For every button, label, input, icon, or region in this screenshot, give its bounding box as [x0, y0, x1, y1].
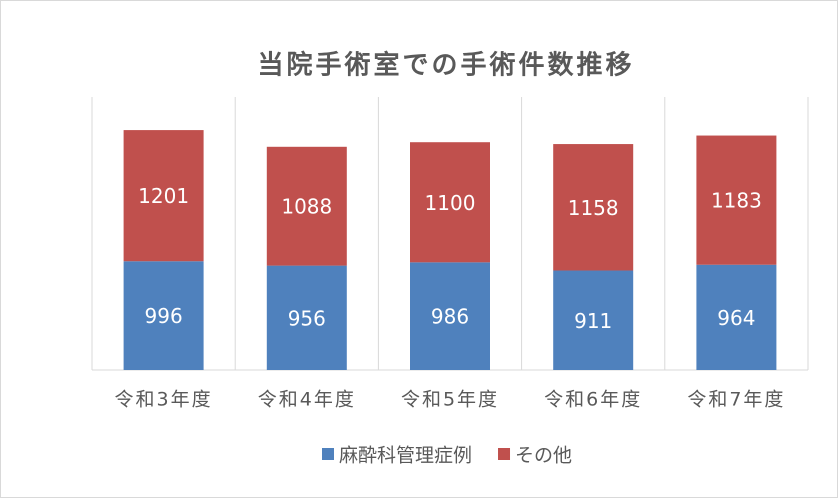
data-label: 1201: [138, 184, 189, 208]
bar-segment: [123, 130, 204, 262]
data-label: 956: [288, 306, 326, 330]
x-tick-label: 令和7年度: [687, 389, 785, 411]
x-tick-label: 令和6年度: [544, 389, 642, 411]
bar-segment: [410, 262, 490, 370]
bar-segment: [410, 142, 490, 263]
bar-segment: [266, 265, 347, 370]
legend-label: 麻酔科管理症例: [339, 445, 472, 467]
data-label: 1100: [425, 191, 476, 215]
data-label: 1183: [711, 189, 762, 213]
data-label: 986: [431, 305, 469, 329]
data-label: 1158: [568, 196, 619, 220]
x-tick-label: 令和3年度: [115, 389, 213, 411]
x-tick-label: 令和4年度: [258, 389, 356, 411]
bar-segment: [696, 135, 777, 265]
legend-label: その他: [515, 445, 572, 467]
legend-swatch: [322, 448, 334, 460]
bar-segment: [123, 261, 204, 370]
x-tick-label: 令和5年度: [401, 389, 499, 411]
bar-segment: [266, 146, 347, 266]
bar-segment: [696, 264, 777, 370]
data-label: 964: [717, 306, 755, 330]
chart-title: 当院手術室での手術件数推移: [257, 50, 634, 81]
data-label: 911: [574, 309, 612, 333]
bar-segment: [553, 144, 634, 271]
bar-segment: [553, 270, 634, 370]
data-label: 1088: [281, 195, 332, 219]
legend-swatch: [498, 448, 511, 460]
data-label: 996: [145, 304, 183, 328]
